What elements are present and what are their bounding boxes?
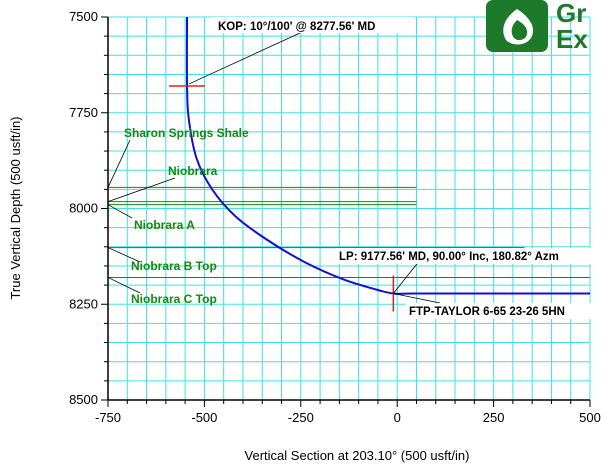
x-tick-label: 0 xyxy=(394,410,401,425)
ftp-annotation: FTP-TAYLOR 6-65 23-26 5HN xyxy=(409,306,565,318)
formation-label-sharon-springs: Sharon Springs Shale xyxy=(124,126,249,140)
formation-leader xyxy=(107,139,131,188)
kop-leader xyxy=(188,32,301,85)
x-axis-title: Vertical Section at 203.10° (500 usft/in… xyxy=(245,448,470,463)
logo-drop-inner-icon xyxy=(511,20,528,41)
formation-leader xyxy=(107,277,141,294)
ftp-leader xyxy=(393,293,441,304)
formation-label-niobrara: Niobrara xyxy=(168,164,218,178)
y-tick-label: 8500 xyxy=(69,392,98,407)
annotation-leaders xyxy=(107,32,441,304)
lp-annotation: LP: 9177.56' MD, 90.00° Inc, 180.82° Azm xyxy=(339,251,559,263)
company-logo: Gr Ex xyxy=(486,0,588,54)
well-path-line xyxy=(185,16,590,295)
formation-leader xyxy=(107,177,176,202)
x-tick-label: 500 xyxy=(579,410,601,425)
kop-annotation: KOP: 10°/100' @ 8277.56' MD xyxy=(218,21,375,33)
formation-label-niobrara-a: Niobrara A xyxy=(134,218,195,232)
formation-leader xyxy=(107,247,141,263)
lp-leader xyxy=(393,259,421,294)
y-tick-label: 7750 xyxy=(69,105,98,120)
ftp-label-bg xyxy=(406,303,602,319)
x-tick-label: -250 xyxy=(288,410,314,425)
formation-leader xyxy=(107,204,133,219)
x-tick-label: 250 xyxy=(483,410,505,425)
kop-label-bg xyxy=(212,17,414,33)
y-tick-label: 8250 xyxy=(69,296,98,311)
x-tick-label: -500 xyxy=(191,410,217,425)
axes xyxy=(101,16,591,407)
lp-label-bg xyxy=(336,248,606,264)
tick-labels: -750 -500 -250 0 250 500 7500 7750 8000 8250 8500 xyxy=(69,9,601,425)
logo-text-line1: Gr xyxy=(556,0,586,28)
well-path xyxy=(185,16,590,295)
formation-lines xyxy=(108,186,590,278)
logo-text-line2: Ex xyxy=(556,24,588,54)
grid-lines xyxy=(107,16,591,401)
y-tick-label: 8000 xyxy=(69,201,98,216)
y-tick-label: 7500 xyxy=(69,9,98,24)
formation-label-niobrara-b: Niobrara B Top xyxy=(131,259,217,273)
x-tick-label: -750 xyxy=(95,410,121,425)
formation-label-niobrara-c: Niobrara C Top xyxy=(131,292,217,306)
y-axis-title: True Vertical Depth (500 usft/in) xyxy=(8,116,23,299)
